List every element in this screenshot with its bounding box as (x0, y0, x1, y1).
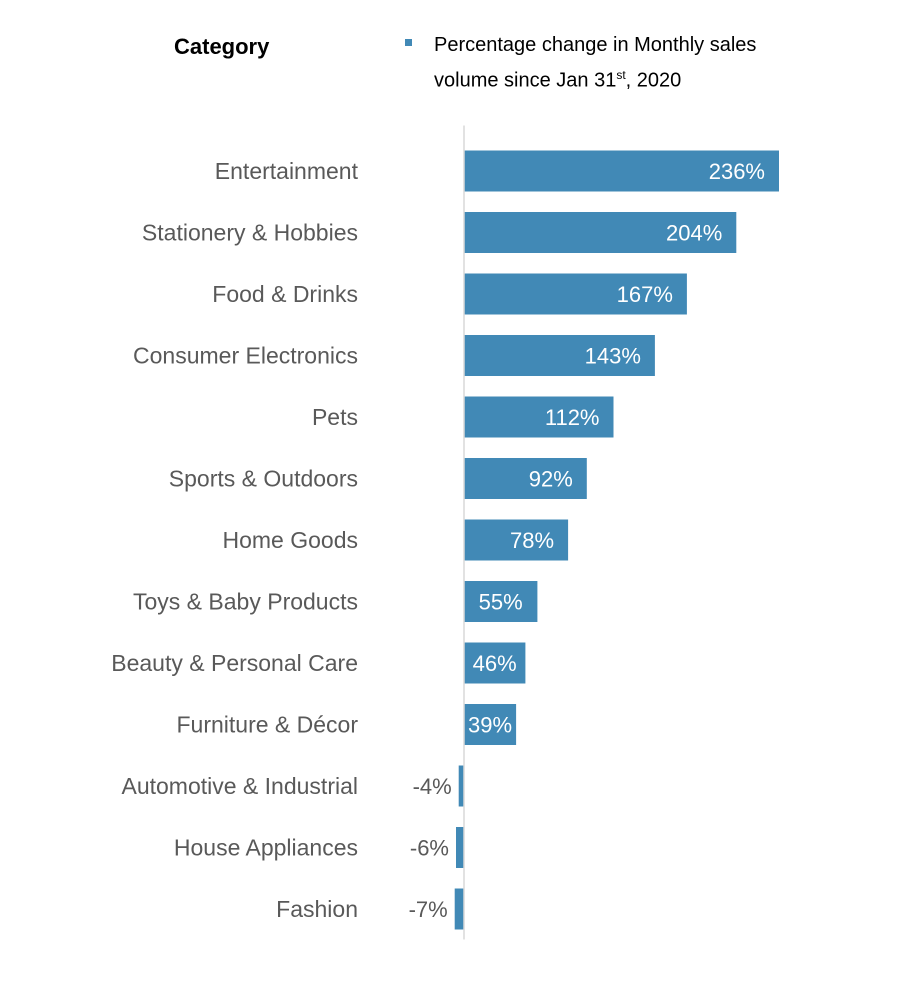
value-label-11: -6% (410, 836, 449, 861)
legend-series-name: Percentage change in Monthly sales volum… (434, 30, 874, 96)
value-label-9: 39% (468, 713, 512, 738)
category-label-6: Home Goods (222, 527, 358, 553)
bar-2 (464, 273, 687, 315)
value-label-12: -7% (409, 897, 448, 922)
category-label-10: Automotive & Industrial (121, 773, 358, 799)
category-label-9: Furniture & Décor (176, 712, 358, 738)
bar-0 (464, 150, 779, 192)
bar-7 (464, 581, 538, 622)
category-label-7: Toys & Baby Products (133, 589, 358, 615)
category-label-8: Beauty & Personal Care (111, 650, 358, 676)
value-label-1: 204% (666, 221, 722, 246)
legend-line-2-prefix: volume since Jan 31 (434, 69, 617, 92)
bar-12 (454, 888, 464, 930)
category-label-2: Food & Drinks (212, 281, 358, 307)
value-label-7: 55% (479, 590, 523, 615)
value-label-4: 112% (545, 405, 600, 430)
category-labels-group: Entertainment Stationery & Hobbies Food & … (111, 158, 358, 922)
bar-6 (464, 519, 569, 561)
legend-line-1: Percentage change in Monthly sales (434, 34, 757, 56)
value-label-10: -4% (413, 774, 452, 799)
category-label-11: House Appliances (174, 835, 358, 861)
chart-heading: Category (174, 34, 270, 59)
bar-11 (456, 827, 464, 868)
category-label-12: Fashion (276, 896, 358, 922)
bar-9 (464, 704, 517, 745)
bars-group (454, 150, 779, 930)
value-label-6: 78% (510, 528, 554, 553)
value-label-0: 236% (709, 159, 765, 184)
value-labels-group: 236% 204% 167% 143% 112% 92% 78% 55% 46% 39% -4% -6… (409, 159, 765, 922)
bar-4 (464, 396, 614, 438)
legend-line-2: volume since Jan 31st, 2020 (434, 60, 874, 96)
category-label-0: Entertainment (215, 158, 359, 184)
category-label-4: Pets (312, 404, 358, 430)
legend-line-2-suffix: , 2020 (625, 69, 682, 92)
value-label-5: 92% (529, 467, 573, 492)
value-label-2: 167% (617, 282, 673, 307)
legend-line-2-superscript: st (616, 68, 626, 82)
bar-1 (464, 212, 737, 253)
category-label-1: Stationery & Hobbies (142, 220, 358, 246)
category-label-5: Sports & Outdoors (169, 466, 358, 492)
bar-3 (464, 335, 655, 376)
bar-10 (458, 765, 464, 807)
value-label-3: 143% (585, 344, 641, 369)
bar-5 (464, 458, 587, 499)
category-label-3: Consumer Electronics (133, 343, 358, 369)
bar-8 (464, 642, 526, 684)
legend-swatch-icon (405, 39, 412, 46)
value-label-8: 46% (473, 651, 517, 676)
